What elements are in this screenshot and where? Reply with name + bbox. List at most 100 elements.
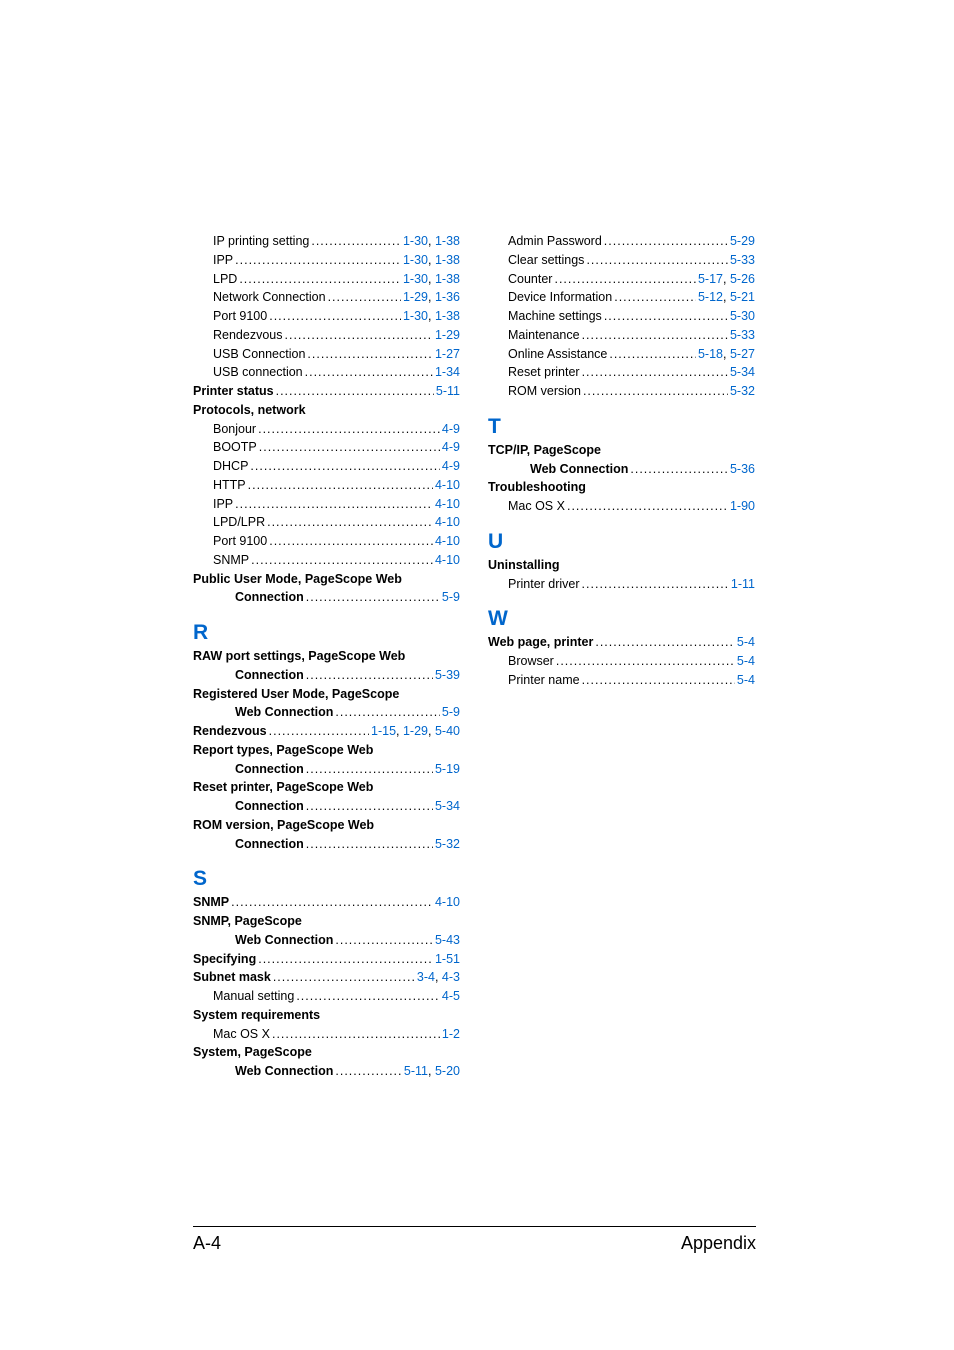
page-link[interactable]: 4-10	[435, 534, 460, 548]
page-link[interactable]: 1-51	[435, 952, 460, 966]
page-link[interactable]: 5-34	[435, 799, 460, 813]
index-entry-pages: 5-11	[436, 382, 460, 401]
page-link[interactable]: 5-26	[730, 272, 755, 286]
index-entry-pages: 4-10	[435, 476, 460, 495]
index-entry-pages: 1-30, 1-38	[403, 307, 460, 326]
page-link[interactable]: 1-38	[435, 309, 460, 323]
page-link[interactable]: 1-30	[403, 272, 428, 286]
page-separator: ,	[723, 272, 730, 286]
page-separator: ,	[428, 290, 435, 304]
page-link[interactable]: 1-38	[435, 234, 460, 248]
page-link[interactable]: 5-17	[698, 272, 723, 286]
dot-leader	[259, 438, 440, 457]
page-link[interactable]: 1-2	[442, 1027, 460, 1041]
page-link[interactable]: 5-9	[442, 590, 460, 604]
page-link[interactable]: 5-19	[435, 762, 460, 776]
page-link[interactable]: 5-34	[730, 365, 755, 379]
page-link[interactable]: 5-11	[404, 1064, 428, 1078]
page-separator: ,	[723, 347, 730, 361]
page-link[interactable]: 5-32	[730, 384, 755, 398]
index-entry-label: Uninstalling	[488, 556, 560, 575]
index-entry-pages: 4-10	[435, 551, 460, 570]
page-link[interactable]: 4-10	[435, 553, 460, 567]
index-entry-label: Web Connection	[235, 1062, 333, 1081]
page-link[interactable]: 5-32	[435, 837, 460, 851]
page-link[interactable]: 1-30	[403, 234, 428, 248]
page-link[interactable]: 5-20	[435, 1064, 460, 1078]
page-link[interactable]: 4-10	[435, 515, 460, 529]
index-entry: Counter 5-17, 5-26	[488, 270, 755, 289]
page-separator: ,	[396, 724, 403, 738]
dot-leader	[306, 760, 433, 779]
page-link[interactable]: 1-29	[403, 290, 428, 304]
index-entry: LPD/LPR4-10	[193, 513, 460, 532]
page-link[interactable]: 5-29	[730, 234, 755, 248]
index-entry-label: System, PageScope	[193, 1043, 312, 1062]
page-link[interactable]: 1-36	[435, 290, 460, 304]
index-section-letter: U	[488, 530, 755, 554]
dot-leader	[614, 288, 696, 307]
page-link[interactable]: 1-38	[435, 253, 460, 267]
page-link[interactable]: 4-10	[435, 478, 460, 492]
page-link[interactable]: 5-12	[698, 290, 723, 304]
index-entry-label: Reset printer	[508, 363, 580, 382]
page-link[interactable]: 5-33	[730, 328, 755, 342]
index-entry: Device Information 5-12, 5-21	[488, 288, 755, 307]
page-link[interactable]: 5-43	[435, 933, 460, 947]
index-entry: Connection5-19	[193, 760, 460, 779]
page-link[interactable]: 1-90	[730, 499, 755, 513]
index-entry: Clear settings 5-33	[488, 251, 755, 270]
page-link[interactable]: 4-9	[442, 422, 460, 436]
page-link[interactable]: 5-27	[730, 347, 755, 361]
index-entry-pages: 1-51	[435, 950, 460, 969]
page-link[interactable]: 4-10	[435, 497, 460, 511]
page-link[interactable]: 1-11	[731, 577, 755, 591]
page-link[interactable]: 5-36	[730, 462, 755, 476]
page-link[interactable]: 5-39	[435, 668, 460, 682]
page-link[interactable]: 1-29	[435, 328, 460, 342]
page-link[interactable]: 5-9	[442, 705, 460, 719]
index-entry-pages: 5-9	[442, 703, 460, 722]
dot-leader	[586, 251, 728, 270]
index-entry-pages: 1-30, 1-38	[403, 232, 460, 251]
index-entry: System, PageScope	[193, 1043, 460, 1062]
index-entry-label: Connection	[235, 835, 304, 854]
page-link[interactable]: 4-5	[442, 989, 460, 1003]
index-entry-label: Browser	[508, 652, 554, 671]
page-link[interactable]: 1-30	[403, 253, 428, 267]
page-link[interactable]: 5-4	[737, 654, 755, 668]
page-link[interactable]: 5-4	[737, 635, 755, 649]
dot-leader	[306, 835, 433, 854]
page-link[interactable]: 1-30	[403, 309, 428, 323]
page-link[interactable]: 5-40	[435, 724, 460, 738]
index-entry-pages: 1-30, 1-38	[403, 270, 460, 289]
page-link[interactable]: 1-34	[435, 365, 460, 379]
page-link[interactable]: 1-29	[403, 724, 428, 738]
dot-leader	[311, 232, 401, 251]
page-link[interactable]: 5-21	[730, 290, 755, 304]
page-link[interactable]: 1-15	[371, 724, 396, 738]
page-link[interactable]: 5-11	[436, 384, 460, 398]
page-link[interactable]: 5-18	[698, 347, 723, 361]
page-link[interactable]: 4-3	[442, 970, 460, 984]
page-link[interactable]: 4-10	[435, 895, 460, 909]
page-link[interactable]: 1-27	[435, 347, 460, 361]
dot-leader	[272, 1025, 440, 1044]
index-entry-label: Counter	[508, 270, 552, 289]
left-column: IP printing setting1-30, 1-38IPP1-30, 1-…	[193, 232, 460, 1081]
index-entry-label: Connection	[235, 797, 304, 816]
page-link[interactable]: 5-30	[730, 309, 755, 323]
page-link[interactable]: 5-33	[730, 253, 755, 267]
index-entry-label: Mac OS X	[213, 1025, 270, 1044]
index-entry-label: Manual setting	[213, 987, 294, 1006]
page-link[interactable]: 5-4	[737, 673, 755, 687]
index-entry: Port 91004-10	[193, 532, 460, 551]
page-link[interactable]: 4-9	[442, 459, 460, 473]
dot-leader	[604, 307, 728, 326]
page-link[interactable]: 3-4	[417, 970, 435, 984]
page-link[interactable]: 4-9	[442, 440, 460, 454]
page-link[interactable]: 1-38	[435, 272, 460, 286]
dot-leader	[306, 666, 433, 685]
index-entry-label: Online Assistance	[508, 345, 607, 364]
index-entry-pages: 5-34	[435, 797, 460, 816]
